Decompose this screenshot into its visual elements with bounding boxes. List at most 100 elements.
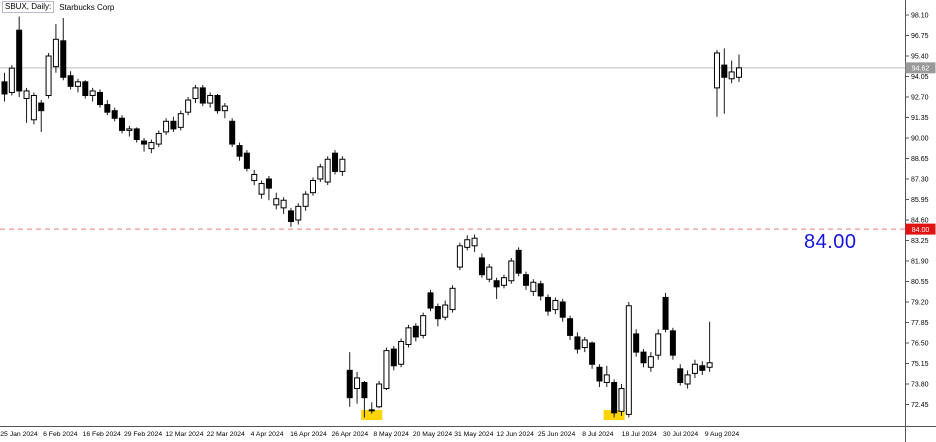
candle-up (258, 180, 265, 199)
candle-body (398, 340, 405, 365)
date-tick-label: 16 Feb 2024 (83, 431, 121, 438)
candle-down (38, 100, 45, 132)
candle-up (295, 203, 302, 225)
candle-down (493, 277, 500, 299)
price-tick-label: 83.25 (911, 238, 929, 245)
candle-body (522, 274, 529, 286)
price-tick-label: 75.15 (911, 361, 929, 368)
candle-body (243, 152, 250, 169)
candle-body (229, 120, 236, 145)
candle-body (89, 90, 96, 96)
candle-body (332, 152, 339, 172)
candle-up (221, 103, 228, 119)
candle-body (199, 87, 206, 104)
highlight-box[interactable] (361, 410, 383, 420)
time-axis[interactable]: 25 Jan 2024 6 Feb 2024 16 Feb 2024 29 Feb 2… (0, 431, 739, 438)
candle-up (383, 347, 390, 391)
candle-body (449, 287, 456, 311)
candle-down (361, 380, 368, 418)
candle-down (522, 271, 529, 290)
price-tick-label: 72.45 (911, 402, 929, 409)
candle-body (207, 94, 214, 104)
candle-up (405, 324, 412, 348)
candle-body (721, 64, 728, 78)
price-tick-label: 96.75 (911, 33, 929, 40)
price-tick-label: 91.35 (911, 115, 929, 122)
date-tick-label: 25 Jan 2024 (0, 431, 38, 438)
candle-body (52, 38, 59, 68)
candle-up (706, 321, 713, 372)
candle-up (177, 110, 184, 131)
candle-down (515, 247, 522, 277)
candle-body (67, 75, 74, 87)
candle-down (332, 150, 339, 175)
candle-body (625, 305, 632, 415)
price-tick-label: 88.65 (911, 156, 929, 163)
candle-down (368, 402, 375, 414)
candle-down (427, 289, 434, 312)
date-tick-label: 26 Apr 2024 (331, 431, 368, 438)
candle-up (464, 235, 471, 251)
candle-up (280, 197, 287, 214)
candle-up (449, 285, 456, 313)
candle-body (119, 117, 126, 131)
candle-body (45, 55, 52, 96)
chart-title: SBUX, Daily: Starbucks Corp (2, 1, 114, 13)
candle-body (16, 29, 23, 92)
candle-body (412, 325, 419, 338)
candle-down (60, 18, 67, 81)
candle-body (1, 81, 8, 95)
candle-body (346, 369, 353, 399)
candle-down (214, 93, 221, 114)
price-tick-label: 90.00 (911, 136, 929, 143)
candle-down (141, 138, 148, 152)
date-tick-label: 12 Jun 2024 (496, 431, 534, 438)
candle-down (1, 72, 8, 102)
level-price-tag-text: 84.00 (912, 227, 930, 234)
candle-body (309, 180, 316, 194)
highlight-layer (361, 410, 625, 420)
candle-up (163, 118, 170, 135)
candle-down (96, 89, 103, 108)
candle-body (30, 94, 37, 121)
candle-body (493, 280, 500, 288)
candle-down (640, 349, 647, 368)
candle-up (74, 78, 81, 93)
candle-body (368, 409, 375, 412)
candle-body (376, 383, 383, 408)
candle-body (603, 374, 610, 383)
candle-body (405, 327, 412, 346)
candle-body (38, 102, 45, 112)
level-price-tag[interactable]: 84.00 (905, 223, 936, 235)
price-axis[interactable]: 98.10 96.75 95.40 94.05 92.70 91.35 90.00 88.65… (905, 13, 929, 410)
date-tick-label: 8 May 2024 (373, 431, 409, 438)
candle-up (155, 130, 162, 148)
candle-body (677, 368, 684, 383)
candle-body (684, 374, 691, 385)
candle-down (537, 280, 544, 301)
date-tick-label: 25 Jun 2024 (538, 431, 576, 438)
candle-body (317, 166, 324, 180)
candle-body (567, 318, 574, 336)
candle-body (192, 87, 199, 100)
candle-up (317, 163, 324, 183)
candle-down (390, 346, 397, 371)
candle-down (699, 361, 706, 375)
candle-down (67, 71, 74, 90)
candle-body (728, 71, 735, 80)
candle-up (581, 336, 588, 353)
price-level-annotation-text[interactable]: 84.00 (804, 231, 857, 253)
candle-down (633, 329, 640, 357)
candle-down (265, 175, 272, 201)
chart-symbol-period[interactable]: SBUX, Daily: (2, 1, 55, 13)
candle-down (287, 207, 294, 227)
candle-body (633, 333, 640, 353)
candle-down (669, 327, 676, 360)
candle-body (706, 362, 713, 368)
candle-body (713, 52, 720, 89)
candle-body (23, 90, 30, 100)
candle-body (390, 348, 397, 367)
candle-body (295, 205, 302, 221)
candle-body (214, 94, 221, 112)
